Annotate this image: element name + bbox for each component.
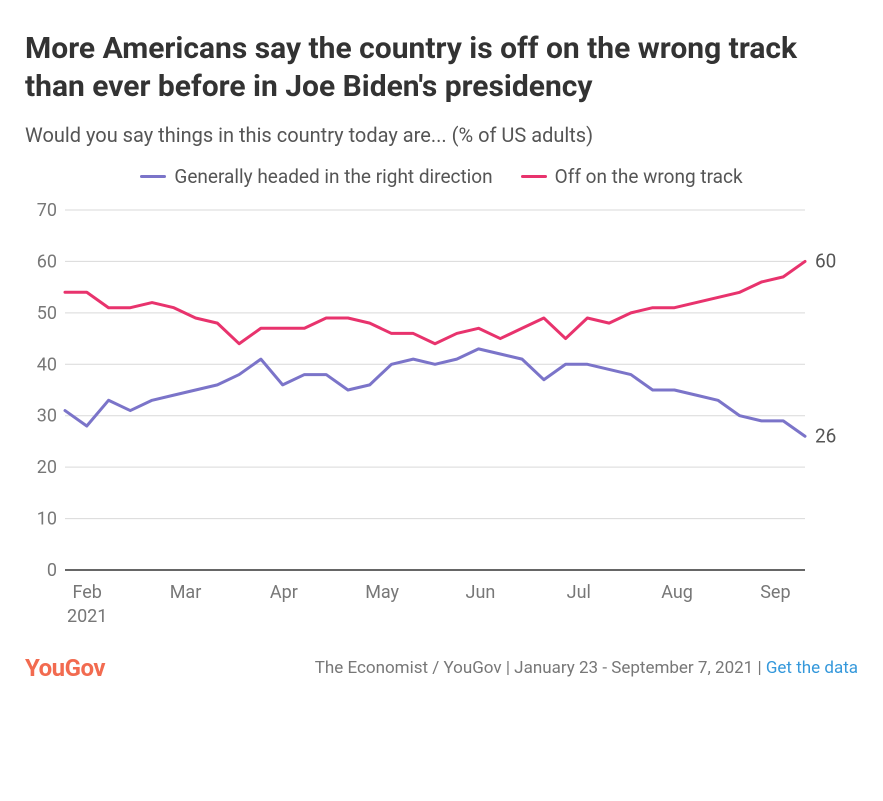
svg-text:40: 40 [37,354,57,375]
svg-text:2021: 2021 [67,606,107,627]
legend-label: Off on the wrong track [555,165,743,188]
get-data-link[interactable]: Get the data [766,658,858,678]
svg-text:Sep: Sep [760,582,790,603]
chart-subtitle: Would you say things in this country tod… [25,123,858,147]
yougov-logo: YouGov [25,654,105,682]
svg-text:60: 60 [815,249,836,272]
svg-text:0: 0 [47,560,57,581]
svg-text:20: 20 [37,457,57,478]
chart-footer: YouGov The Economist / YouGov | January … [25,654,858,682]
legend-swatch-wrong-track [521,175,547,178]
svg-text:50: 50 [37,303,57,324]
svg-text:Feb: Feb [72,582,101,603]
svg-text:Jun: Jun [466,582,496,603]
svg-text:70: 70 [37,200,57,221]
legend-item-right-direction: Generally headed in the right direction [140,165,492,188]
svg-text:Mar: Mar [170,582,202,603]
line-chart: 0 10 20 30 40 50 60 70 Feb 2021 Mar Apr May Jun Jul Aug… [25,200,858,634]
svg-text:Jul: Jul [567,582,591,603]
svg-text:Aug: Aug [661,582,693,603]
legend-label: Generally headed in the right direction [174,165,492,188]
legend-item-wrong-track: Off on the wrong track [521,165,743,188]
source-text: The Economist / YouGov | January 23 - Se… [315,658,858,678]
legend: Generally headed in the right direction … [25,165,858,188]
chart-title: More Americans say the country is off on… [25,30,858,105]
svg-text:10: 10 [37,509,57,530]
legend-swatch-right-direction [140,175,166,178]
svg-text:May: May [365,582,399,603]
chart-svg: 0 10 20 30 40 50 60 70 Feb 2021 Mar Apr May Jun Jul Aug… [25,200,855,630]
svg-text:26: 26 [815,424,836,447]
svg-text:30: 30 [37,406,57,427]
svg-text:Apr: Apr [270,582,298,603]
source-prefix: The Economist / YouGov | January 23 - Se… [315,658,766,678]
svg-text:60: 60 [37,251,57,272]
